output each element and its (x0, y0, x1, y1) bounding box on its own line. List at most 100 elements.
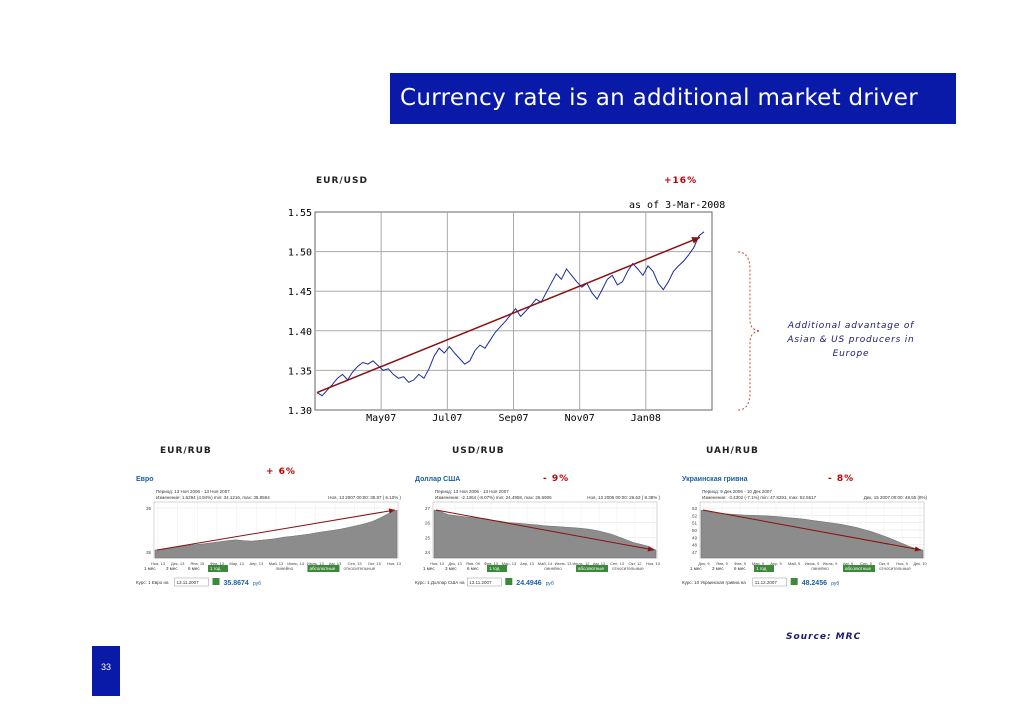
uahrub-ytick-label: 53 (692, 506, 698, 511)
usdrub-period-button-label: 6 мес (467, 566, 479, 571)
eurrub-period-button-label: 6 мес (188, 566, 200, 571)
usdrub-rate-value: 24.4946 (516, 580, 541, 587)
eurrub-period-button[interactable]: 6 мес (188, 566, 200, 571)
uahrub-trend-arrowhead (914, 546, 921, 552)
uahrub-date-input[interactable] (752, 577, 787, 587)
uahrub-xtick-label: Дек, 10 (913, 561, 927, 566)
uahrub-period-button[interactable]: 1 год (754, 565, 774, 572)
usdrub-rate-unit: руб (546, 581, 554, 587)
eurrub-mode-button-label: абсолютные (309, 566, 335, 571)
eurrub-label: EUR/RUB (160, 446, 212, 456)
usdrub-widget: Доллар США Период: 13 Ноя 2006 - 13 Ноя 2… (413, 470, 665, 611)
usdrub-xtick-label: Июнь, 13 (555, 561, 573, 566)
uahrub-label: UAH/RUB (706, 446, 759, 456)
usdrub-ytick-label: 26 (425, 521, 431, 526)
eurusd-xtick-label: Jan08 (631, 413, 661, 424)
usdrub-period-button[interactable]: 1 мес (423, 566, 435, 571)
usdrub-mode-button-label: относительные (612, 566, 644, 571)
uahrub-ytick-label: 51 (692, 521, 698, 526)
eurusd-xtick-label: Nov07 (565, 413, 595, 424)
uahrub-period-line-1: Период: 9 Дек 2006 - 10 Дек 2007 (702, 489, 772, 494)
uahrub-period-button[interactable]: 1 мес (690, 566, 702, 571)
uahrub-xtick-label: Дек, 9 (698, 561, 710, 566)
eurrub-xtick-label: Ноя, 13 (151, 561, 166, 566)
uahrub-xtick-label: Сен, 9 (860, 561, 873, 566)
usdrub-period-button-bg (487, 565, 507, 572)
eurrub-mode-button[interactable]: линейно (275, 565, 293, 571)
eurrub-currency-name: Евро (136, 476, 154, 483)
eurusd-grid (315, 212, 712, 410)
usdrub-period-button[interactable]: 1 год (487, 565, 507, 572)
uahrub-mode-button-bg (843, 565, 876, 572)
eurrub-date-input[interactable] (174, 577, 209, 587)
eurrub-refresh-icon[interactable] (212, 578, 220, 585)
eurrub-rate-label: Курс: 1 Евро на (136, 580, 169, 585)
eurrub-xtick-label: Янв, 15 (190, 561, 205, 566)
usdrub-period-line-2: Изменение: -2.1364 (-8.07%) min: 24.4958… (435, 495, 552, 500)
uahrub-period-button[interactable]: 3 мес (712, 566, 724, 571)
usdrub-period-button[interactable]: 6 мес (467, 566, 479, 571)
eurusd-y-axis: 1.55 1.50 1.45 1.40 1.35 1.30 (288, 208, 312, 417)
usdrub-refresh-icon[interactable] (505, 578, 513, 585)
eurrub-period-button[interactable]: 3 мес (166, 566, 178, 571)
eurrub-period-button-label: 1 год (210, 566, 221, 571)
uahrub-period-button[interactable]: 6 мес (734, 566, 746, 571)
uahrub-mode-button-label: абсолютные (845, 566, 871, 571)
uahrub-mode-button[interactable]: линейно (811, 565, 829, 571)
usdrub-ytick-label: 27 (425, 506, 431, 511)
usdrub-xtick-label: Дек, 13 (448, 561, 462, 566)
eurusd-xtick-label: May07 (366, 413, 396, 424)
uahrub-stamp: Дек, 15 2007 00:00: 48.55 (8%) (864, 495, 928, 500)
eurrub-mode-button[interactable]: относительные (343, 566, 375, 571)
uahrub-xtick-label: Окт, 9 (879, 561, 891, 566)
usdrub-period-button[interactable]: 3 мес (445, 566, 457, 571)
uahrub-xtick-label: Авг, 9 (843, 561, 854, 566)
eurrub-period-button[interactable]: 1 мес (144, 566, 156, 571)
uahrub-period-button-label: 1 год (756, 566, 767, 571)
usdrub-mode-button-bg (576, 565, 609, 572)
eurrub-ytick-label: 35 (146, 550, 152, 555)
uahrub-ytick-label: 50 (692, 528, 698, 533)
slide-title: Currency rate is an additional market dr… (390, 73, 956, 124)
usdrub-chart: Доллар США Период: 13 Ноя 2006 - 13 Ноя 2… (415, 476, 661, 587)
eurusd-ytick-label: 1.45 (288, 287, 312, 298)
usdrub-mode-button[interactable]: линейно (544, 565, 562, 571)
uahrub-mode-button[interactable]: абсолютные (843, 565, 876, 572)
usdrub-period-line-1: Период: 13 Ноя 2006 - 13 Ноя 2007 (435, 489, 509, 494)
usdrub-date-input[interactable] (467, 577, 502, 587)
eurusd-trend-arrow (316, 236, 701, 394)
eurrub-period-button-bg (208, 565, 228, 572)
eurusd-label: EUR/USD (316, 176, 368, 186)
uahrub-xtick-label: Май, 9 (788, 561, 801, 566)
uahrub-xtick-label: Июнь, 9 (805, 561, 820, 566)
usdrub-xtick-label: Апр, 13 (520, 561, 535, 566)
usdrub-xtick-label: Ноя, 13 (430, 561, 445, 566)
usdrub-mode-button[interactable]: относительные (612, 566, 644, 571)
eurrub-period-button-label: 3 мес (166, 566, 178, 571)
eurrub-trend-arrowhead (388, 508, 395, 514)
eurrub-chart: Евро Период: 13 Ноя 2006 - 13 Ноя 2007Изм… (136, 476, 402, 587)
eurusd-xtick-label: Jul07 (432, 413, 462, 424)
eurusd-ytick-label: 1.30 (288, 406, 312, 417)
uahrub-refresh-icon[interactable] (790, 578, 798, 585)
uahrub-widget: Украинская гривна Период: 9 Дек 2006 - 10… (680, 470, 932, 611)
uahrub-period-button-label: 6 мес (734, 566, 746, 571)
eurrub-widget: Евро Период: 13 Ноя 2006 - 13 Ноя 2007 Изм… (134, 470, 406, 611)
eurrub-period-button[interactable]: 1 год (208, 565, 228, 572)
uahrub-mode-button[interactable]: относительные (879, 566, 911, 571)
uahrub-area-series (700, 509, 924, 559)
uahrub-xtick-label: Июль, 9 (823, 561, 838, 566)
eurrub-xtick-label: Фев, 13 (210, 561, 225, 566)
eurrub-mode-button-label: относительные (343, 566, 375, 571)
usdrub-change: - 9% (543, 474, 570, 484)
eurrub-mode-button[interactable]: абсолютные (307, 565, 340, 572)
usdrub-mode-button[interactable]: абсолютные (576, 565, 609, 572)
usdrub-area-series (433, 509, 657, 559)
eurrub-mode-button-bg (307, 565, 340, 572)
eurrub-xtick-label: Июль, 13 (307, 561, 325, 566)
eurrub-xtick-label: Авг, 13 (329, 561, 342, 566)
uahrub-date-value: 11.12.2007 (755, 580, 778, 585)
uahrub-xtick-label: Мар, 9 (752, 561, 765, 566)
uahrub-mode-button-label: относительные (879, 566, 911, 571)
page-number: 33 (92, 646, 120, 696)
